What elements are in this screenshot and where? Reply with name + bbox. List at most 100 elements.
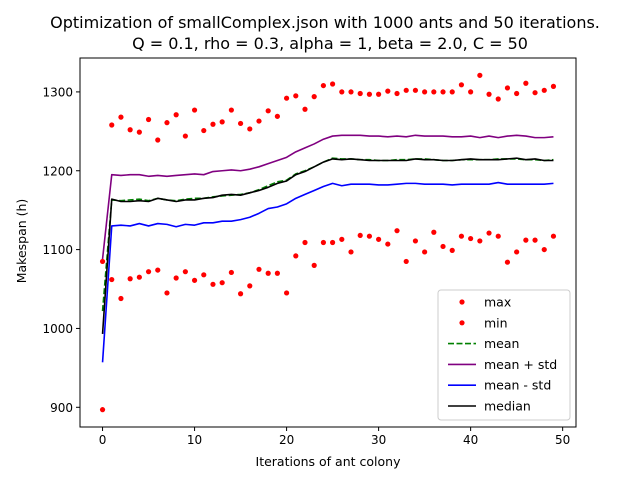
data-point-min-24 (320, 239, 326, 246)
series-line-mean-std (101, 134, 554, 260)
data-point-max-1 (109, 122, 115, 128)
data-point-min-42 (486, 230, 492, 236)
data-point-max-12 (210, 121, 216, 127)
data-point-max-3 (127, 127, 133, 133)
data-point-max-35 (422, 89, 428, 95)
data-point-min-28 (357, 232, 363, 239)
data-point-min-47 (532, 237, 538, 243)
data-point-min-38 (449, 247, 455, 253)
legend-label-max: max (484, 295, 511, 310)
data-point-max-42 (486, 91, 492, 97)
data-point-min-33 (403, 258, 409, 265)
data-point-max-6 (155, 137, 161, 143)
data-point-max-30 (376, 91, 382, 97)
data-point-min-20 (283, 290, 290, 296)
data-point-max-11 (201, 127, 207, 134)
legend-label-mean: mean (484, 336, 519, 351)
data-point-min-14 (228, 269, 234, 276)
data-point-max-13 (219, 119, 225, 125)
data-point-min-19 (274, 270, 280, 276)
data-point-min-41 (477, 238, 483, 244)
data-point-min-3 (127, 276, 133, 282)
data-point-min-40 (468, 235, 474, 242)
data-point-min-45 (514, 249, 520, 255)
data-point-max-18 (265, 108, 271, 114)
data-point-min-0 (99, 407, 106, 413)
chart-subtitle: Q = 0.1, rho = 0.3, alpha = 1, beta = 2.… (132, 34, 528, 53)
data-point-min-32 (394, 228, 400, 234)
data-point-max-48 (541, 87, 547, 93)
data-point-min-5 (145, 269, 152, 275)
data-point-min-46 (523, 237, 529, 243)
data-point-max-44 (504, 85, 511, 91)
data-point-max-32 (394, 90, 400, 97)
data-point-max-31 (385, 88, 391, 94)
data-point-max-28 (357, 90, 363, 97)
data-point-max-10 (191, 107, 198, 113)
data-point-min-35 (422, 249, 428, 255)
data-point-min-34 (412, 238, 419, 244)
data-point-min-18 (265, 270, 271, 276)
data-point-min-7 (164, 290, 170, 296)
data-point-max-40 (468, 89, 474, 95)
data-point-max-29 (366, 91, 373, 97)
data-point-min-27 (348, 249, 354, 255)
legend: max min mean mean + std mean - std median (437, 289, 571, 421)
chart-title: Optimization of smallComplex.json with 1… (50, 13, 600, 32)
data-point-max-26 (339, 89, 345, 95)
data-point-max-37 (440, 89, 446, 95)
series-line-mean-std (101, 181, 554, 363)
data-point-min-30 (376, 236, 382, 242)
data-point-min-1 (109, 276, 115, 283)
data-point-max-41 (477, 72, 483, 78)
x-tick-label-30: 30 (371, 433, 386, 447)
legend-label-min: min (484, 315, 508, 330)
data-point-min-49 (550, 233, 557, 239)
data-point-min-16 (247, 283, 253, 289)
y-tick-label-1100: 1100 (42, 243, 73, 257)
y-tick-label-1200: 1200 (42, 164, 73, 178)
data-point-max-21 (293, 93, 299, 99)
data-point-max-16 (247, 126, 253, 132)
legend-marker-max (459, 299, 465, 305)
data-point-max-49 (550, 83, 557, 89)
data-point-max-39 (458, 82, 465, 88)
data-point-max-22 (302, 106, 308, 112)
x-tick-label-0: 0 (99, 433, 107, 447)
data-point-max-17 (256, 118, 262, 124)
data-point-max-33 (403, 87, 409, 93)
legend-marker-min (459, 320, 465, 326)
y-tick-label-1300: 1300 (42, 85, 73, 99)
data-point-max-19 (274, 113, 280, 119)
data-point-min-29 (366, 233, 373, 239)
legend-label-mean-std: mean + std (484, 357, 557, 372)
data-point-max-24 (320, 82, 326, 89)
data-point-min-23 (311, 262, 317, 268)
data-point-max-25 (330, 81, 336, 87)
series-line-median (101, 157, 554, 335)
data-point-min-15 (237, 291, 244, 297)
data-point-min-39 (458, 233, 465, 239)
data-point-max-4 (136, 129, 142, 135)
data-point-min-26 (339, 236, 345, 242)
data-point-max-36 (431, 89, 437, 95)
x-tick-label-10: 10 (187, 433, 202, 447)
x-axis-label: Iterations of ant colony (256, 454, 402, 469)
data-point-max-20 (283, 95, 290, 101)
x-tick-label-40: 40 (463, 433, 478, 447)
x-tick-label-50: 50 (555, 433, 570, 447)
data-point-min-31 (385, 241, 391, 247)
data-point-max-23 (311, 94, 317, 100)
legend-label-mean-std: mean - std (484, 378, 551, 393)
data-point-min-4 (136, 274, 142, 280)
plot-area: 0 10 20 30 40 50 900 1000 1100 1200 1300 (42, 57, 577, 447)
series-line-mean (101, 157, 554, 312)
data-point-min-43 (495, 233, 501, 239)
data-point-min-11 (201, 272, 207, 278)
data-point-min-12 (210, 281, 216, 287)
data-point-max-8 (173, 112, 179, 118)
plot-frame (79, 57, 577, 428)
data-point-max-5 (145, 116, 152, 123)
